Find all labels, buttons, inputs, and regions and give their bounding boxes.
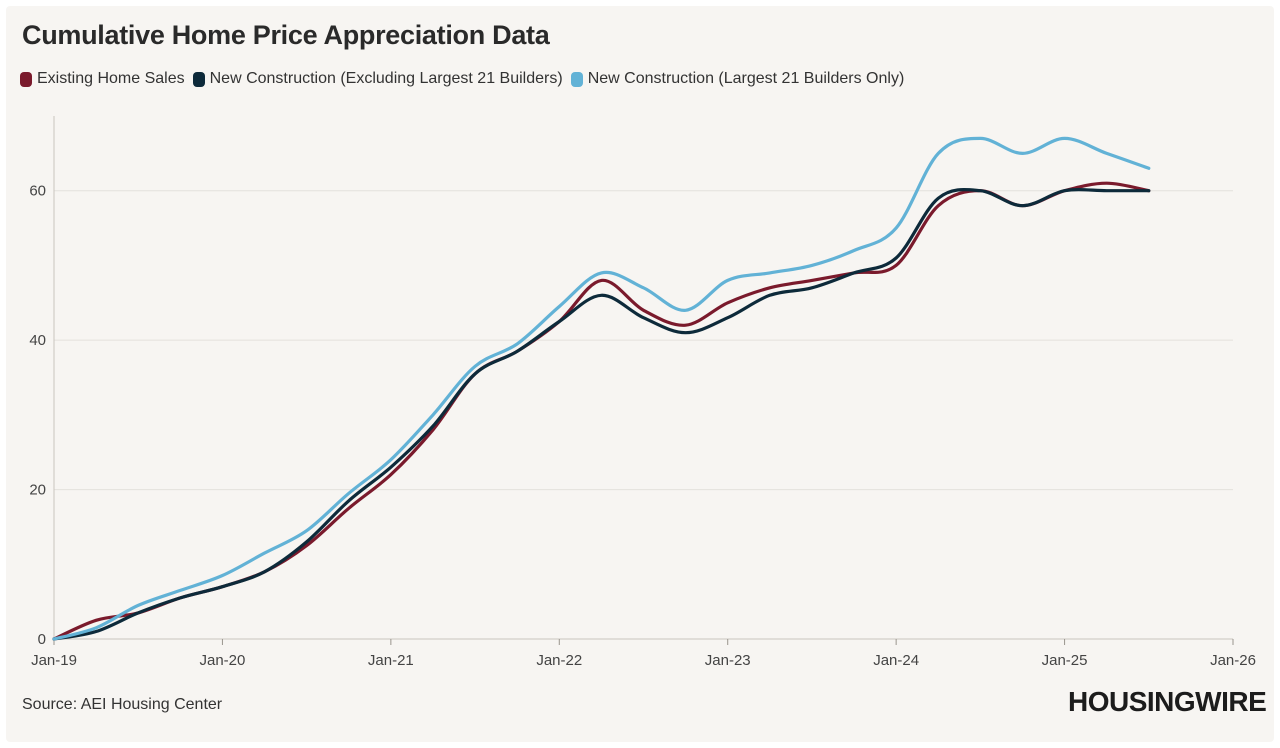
x-tick-label: Jan-22 xyxy=(536,652,582,669)
x-tick-label: Jan-25 xyxy=(1042,652,1088,669)
line-new-construction-largest xyxy=(52,136,1151,641)
y-tick-label: 20 xyxy=(29,482,46,499)
x-tick-label: Jan-21 xyxy=(368,652,414,669)
x-tick-label: Jan-26 xyxy=(1210,652,1256,669)
line-new-construction-excl xyxy=(52,187,1151,641)
legend-item-new-excl[interactable]: New Construction (Excluding Largest 21 B… xyxy=(192,70,563,88)
legend-swatch-new-excl xyxy=(192,71,205,87)
x-tick-label: Jan-19 xyxy=(31,652,77,669)
x-tick-label: Jan-24 xyxy=(873,652,919,669)
legend-item-existing[interactable]: Existing Home Sales xyxy=(20,70,185,88)
legend-label-new-excl: New Construction (Excluding Largest 21 B… xyxy=(209,70,563,87)
legend: Existing Home Sales New Construction (Ex… xyxy=(20,70,904,88)
x-tick-label: Jan-23 xyxy=(705,652,751,669)
legend-item-new-largest[interactable]: New Construction (Largest 21 Builders On… xyxy=(570,70,905,88)
chart-title: Cumulative Home Price Appreciation Data xyxy=(22,20,550,50)
chart-card: Cumulative Home Price Appreciation Data … xyxy=(6,6,1274,742)
y-tick-label: 60 xyxy=(29,183,46,200)
housingwire-logo: HOUSINGWIRE xyxy=(1068,686,1267,717)
legend-label-new-largest: New Construction (Largest 21 Builders On… xyxy=(587,70,905,87)
legend-swatch-existing xyxy=(20,71,32,87)
y-tick-label: 0 xyxy=(38,631,46,648)
legend-label-existing: Existing Home Sales xyxy=(37,70,185,87)
x-tick-label: Jan-20 xyxy=(199,652,245,669)
legend-swatch-new-largest xyxy=(570,71,583,87)
y-tick-label: 40 xyxy=(29,332,46,349)
source-note: Source: AEI Housing Center xyxy=(22,696,223,713)
line-chart: 0 20 40 60 Jan-19 Jan-20 Jan-21 Jan-22 Jan-23 Jan… xyxy=(29,116,1256,669)
line-existing-home-sales xyxy=(52,181,1151,641)
